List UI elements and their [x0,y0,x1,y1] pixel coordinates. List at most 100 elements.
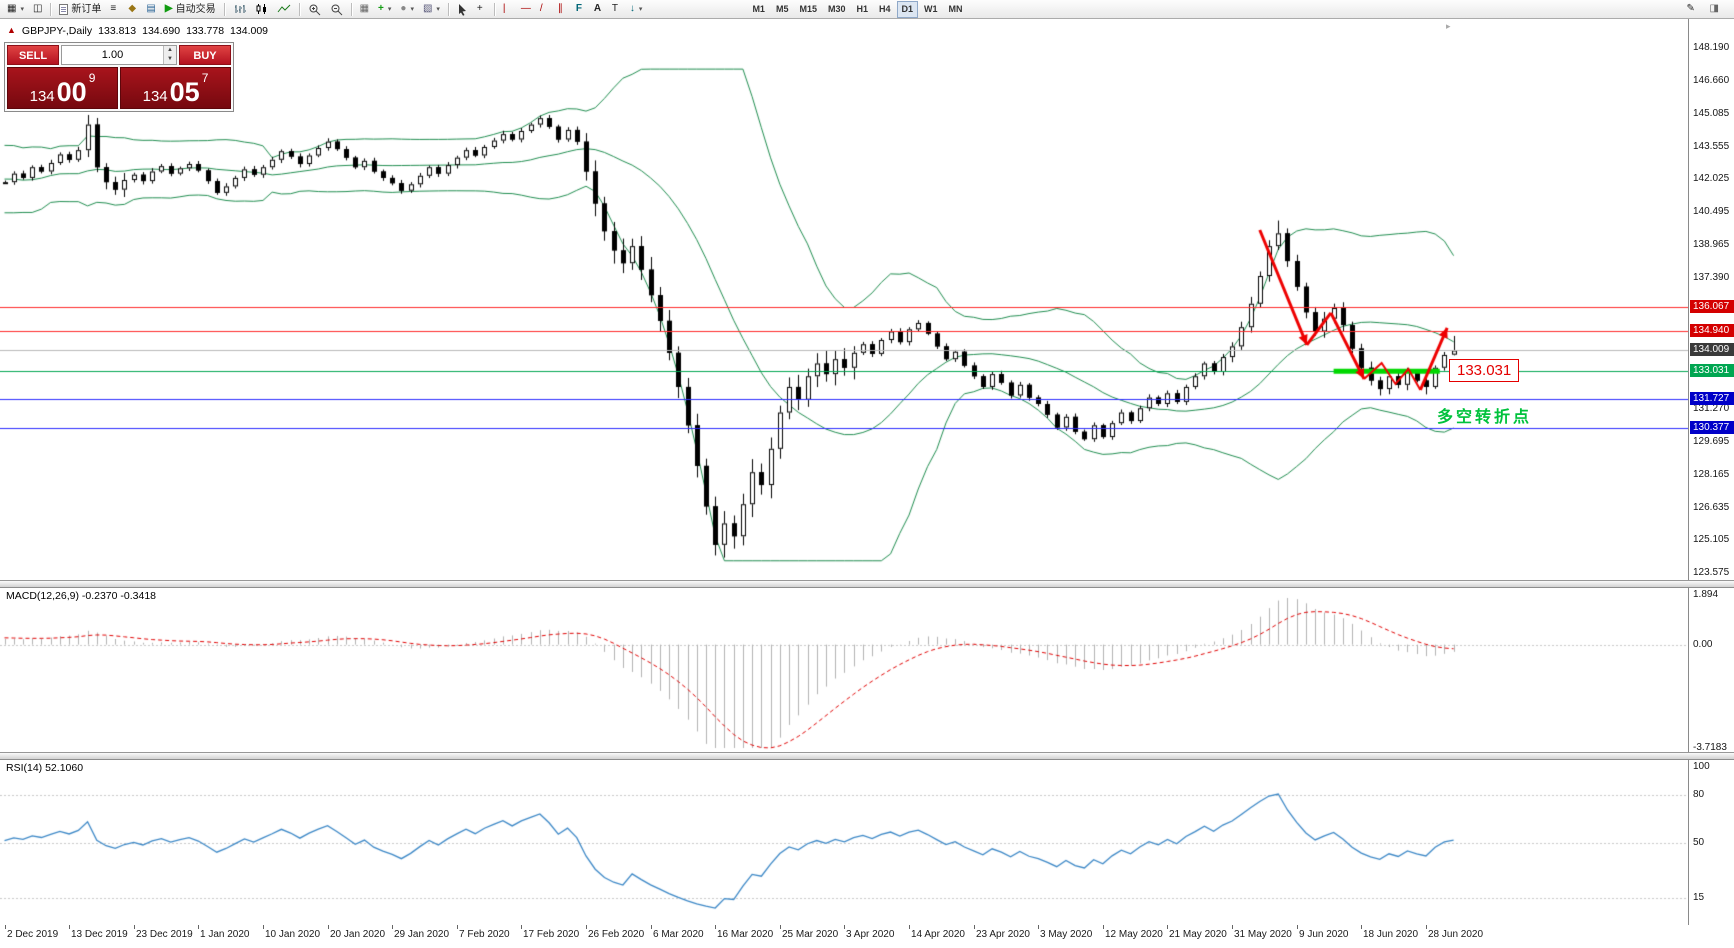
zoom-out-icon [331,4,342,15]
line-chart-button[interactable] [273,1,295,18]
price-grid-label: 138.965 [1693,239,1730,250]
lot-size-value[interactable]: 1.00 [101,49,124,61]
date-label: 21 May 2020 [1169,929,1227,940]
tile-windows-button[interactable]: ▦ [356,1,373,18]
price-grid-label: 137.390 [1693,272,1730,283]
fibonacci-tool-button[interactable]: F [572,1,589,18]
date-tick [198,925,199,929]
cursor-tool-button[interactable] [453,1,472,18]
edit-button[interactable]: ✎ [1683,1,1700,18]
channel-tool-button[interactable]: ∥ [554,1,571,18]
candle-chart-icon [256,4,266,14]
new-chart-button[interactable]: ▦ ▾ [3,1,28,18]
main-toolbar: ▦ ▾ ◫ 新订单 ≡ ◆ ▤ ▶ 自动交易 ▦ + ▾ ● ▾ ▧ ▾ + | — / … [0,0,1734,19]
panels-button[interactable]: ◨ [1706,1,1723,18]
arrows-tool-button[interactable]: ↓ ▾ [626,1,647,18]
timeframe-d1-button[interactable]: D1 [896,0,919,18]
price-grid-label: 131.270 [1693,403,1730,414]
turning-point-text[interactable]: 多空转折点 [1437,409,1533,426]
new-order-button[interactable]: 新订单 [55,1,105,18]
rsi-header: RSI(14) 52.1060 [6,762,84,774]
timeframe-m15-button[interactable]: M15 [794,1,822,18]
date-label: 26 Feb 2020 [588,929,645,940]
price-tag-label: 130.377 [1690,421,1734,434]
date-tick [392,925,393,929]
label-tool-button[interactable]: T [608,1,625,18]
timeframe-h4-button[interactable]: H4 [874,1,896,18]
market-watch-button[interactable]: ≡ [106,1,123,18]
date-label: 23 Dec 2019 [136,929,193,940]
date-tick [715,925,716,929]
date-label: 6 Mar 2020 [653,929,704,940]
date-tick [134,925,135,929]
terminal-button[interactable]: ▤ [142,1,159,18]
trendline-tool-button[interactable]: / [536,1,553,18]
indicators-button[interactable]: + ▾ [374,1,395,18]
date-label: 3 May 2020 [1040,929,1093,940]
timeframe-mn-button[interactable]: MN [944,1,968,18]
timeframe-w1-button[interactable]: W1 [919,1,943,18]
panel-collapse-icon[interactable]: ▲ [7,25,16,35]
templates-button[interactable]: ▧ ▾ [419,1,444,18]
autotrading-play-icon: ▶ [164,3,173,14]
timeframe-h1-button[interactable]: H1 [852,1,874,18]
pencil-icon: ✎ [1686,3,1695,14]
ohlc-open: 133.813 [98,25,137,37]
zoom-out-button[interactable] [326,1,347,18]
price-tag-label: 134.009 [1690,343,1734,356]
date-tick [1426,925,1427,929]
zoom-in-button[interactable] [304,1,325,18]
macd-canvas[interactable] [0,588,1688,752]
toolbar-separator [298,2,300,16]
toolbar-separator [50,2,52,16]
vertical-line-icon: | [502,3,506,14]
timeframe-m5-button[interactable]: M5 [771,1,794,18]
support-price-label[interactable]: 133.031 [1449,359,1520,382]
date-tick [5,925,6,929]
pane-divider[interactable] [0,580,1734,588]
candle-chart-button[interactable] [251,1,272,18]
date-tick [69,925,70,929]
spinner-up-icon[interactable]: ▲ [164,46,176,55]
text-tool-button[interactable]: A [590,1,607,18]
crosshair-tool-button[interactable]: + [473,1,490,18]
lot-size-field[interactable]: 1.00 ▲ ▼ [61,45,177,65]
timeframe-m1-button[interactable]: M1 [747,1,770,18]
timeframe-m30-button[interactable]: M30 [823,1,851,18]
pane-divider[interactable] [0,752,1734,760]
date-tick [521,925,522,929]
fibonacci-icon: F [575,3,583,14]
bar-chart-icon [234,5,246,13]
navigator-button[interactable]: ◆ [124,1,141,18]
chart-shift-marker-icon[interactable]: ▸ [1446,21,1451,31]
bid-main: 134 [29,88,55,105]
sell-price-tile[interactable]: 134 00 9 [7,67,118,109]
price-tag-label: 136.067 [1690,300,1734,313]
objects-button[interactable]: ● ▾ [396,1,418,18]
toolbar-separator [447,2,449,16]
bar-chart-button[interactable] [229,1,250,18]
date-label: 31 May 2020 [1234,929,1292,940]
autotrading-label: 自动交易 [175,3,216,15]
line-chart-icon [277,4,290,13]
date-tick [1167,925,1168,929]
profiles-button[interactable]: ◫ [29,1,46,18]
sell-button[interactable]: SELL [7,45,59,65]
date-label: 28 Jun 2020 [1428,929,1484,940]
vline-tool-button[interactable]: | [499,1,516,18]
price-tag-label: 133.031 [1690,364,1734,377]
price-grid-label: 140.495 [1693,206,1730,217]
main-chart-canvas[interactable] [0,19,1688,580]
zoom-in-icon [309,4,320,15]
price-grid-label: 143.555 [1693,141,1730,152]
new-order-icon [59,3,69,15]
spinner-down-icon[interactable]: ▼ [164,55,176,64]
date-tick [974,925,975,929]
autotrading-button[interactable]: ▶ 自动交易 [161,1,220,18]
buy-button[interactable]: BUY [179,45,231,65]
rsi-canvas[interactable] [0,760,1688,925]
date-label: 20 Jan 2020 [330,929,386,940]
buy-price-tile[interactable]: 134 05 7 [120,67,231,109]
hline-tool-button[interactable]: — [517,1,535,18]
ohlc-low: 133.778 [186,25,225,37]
